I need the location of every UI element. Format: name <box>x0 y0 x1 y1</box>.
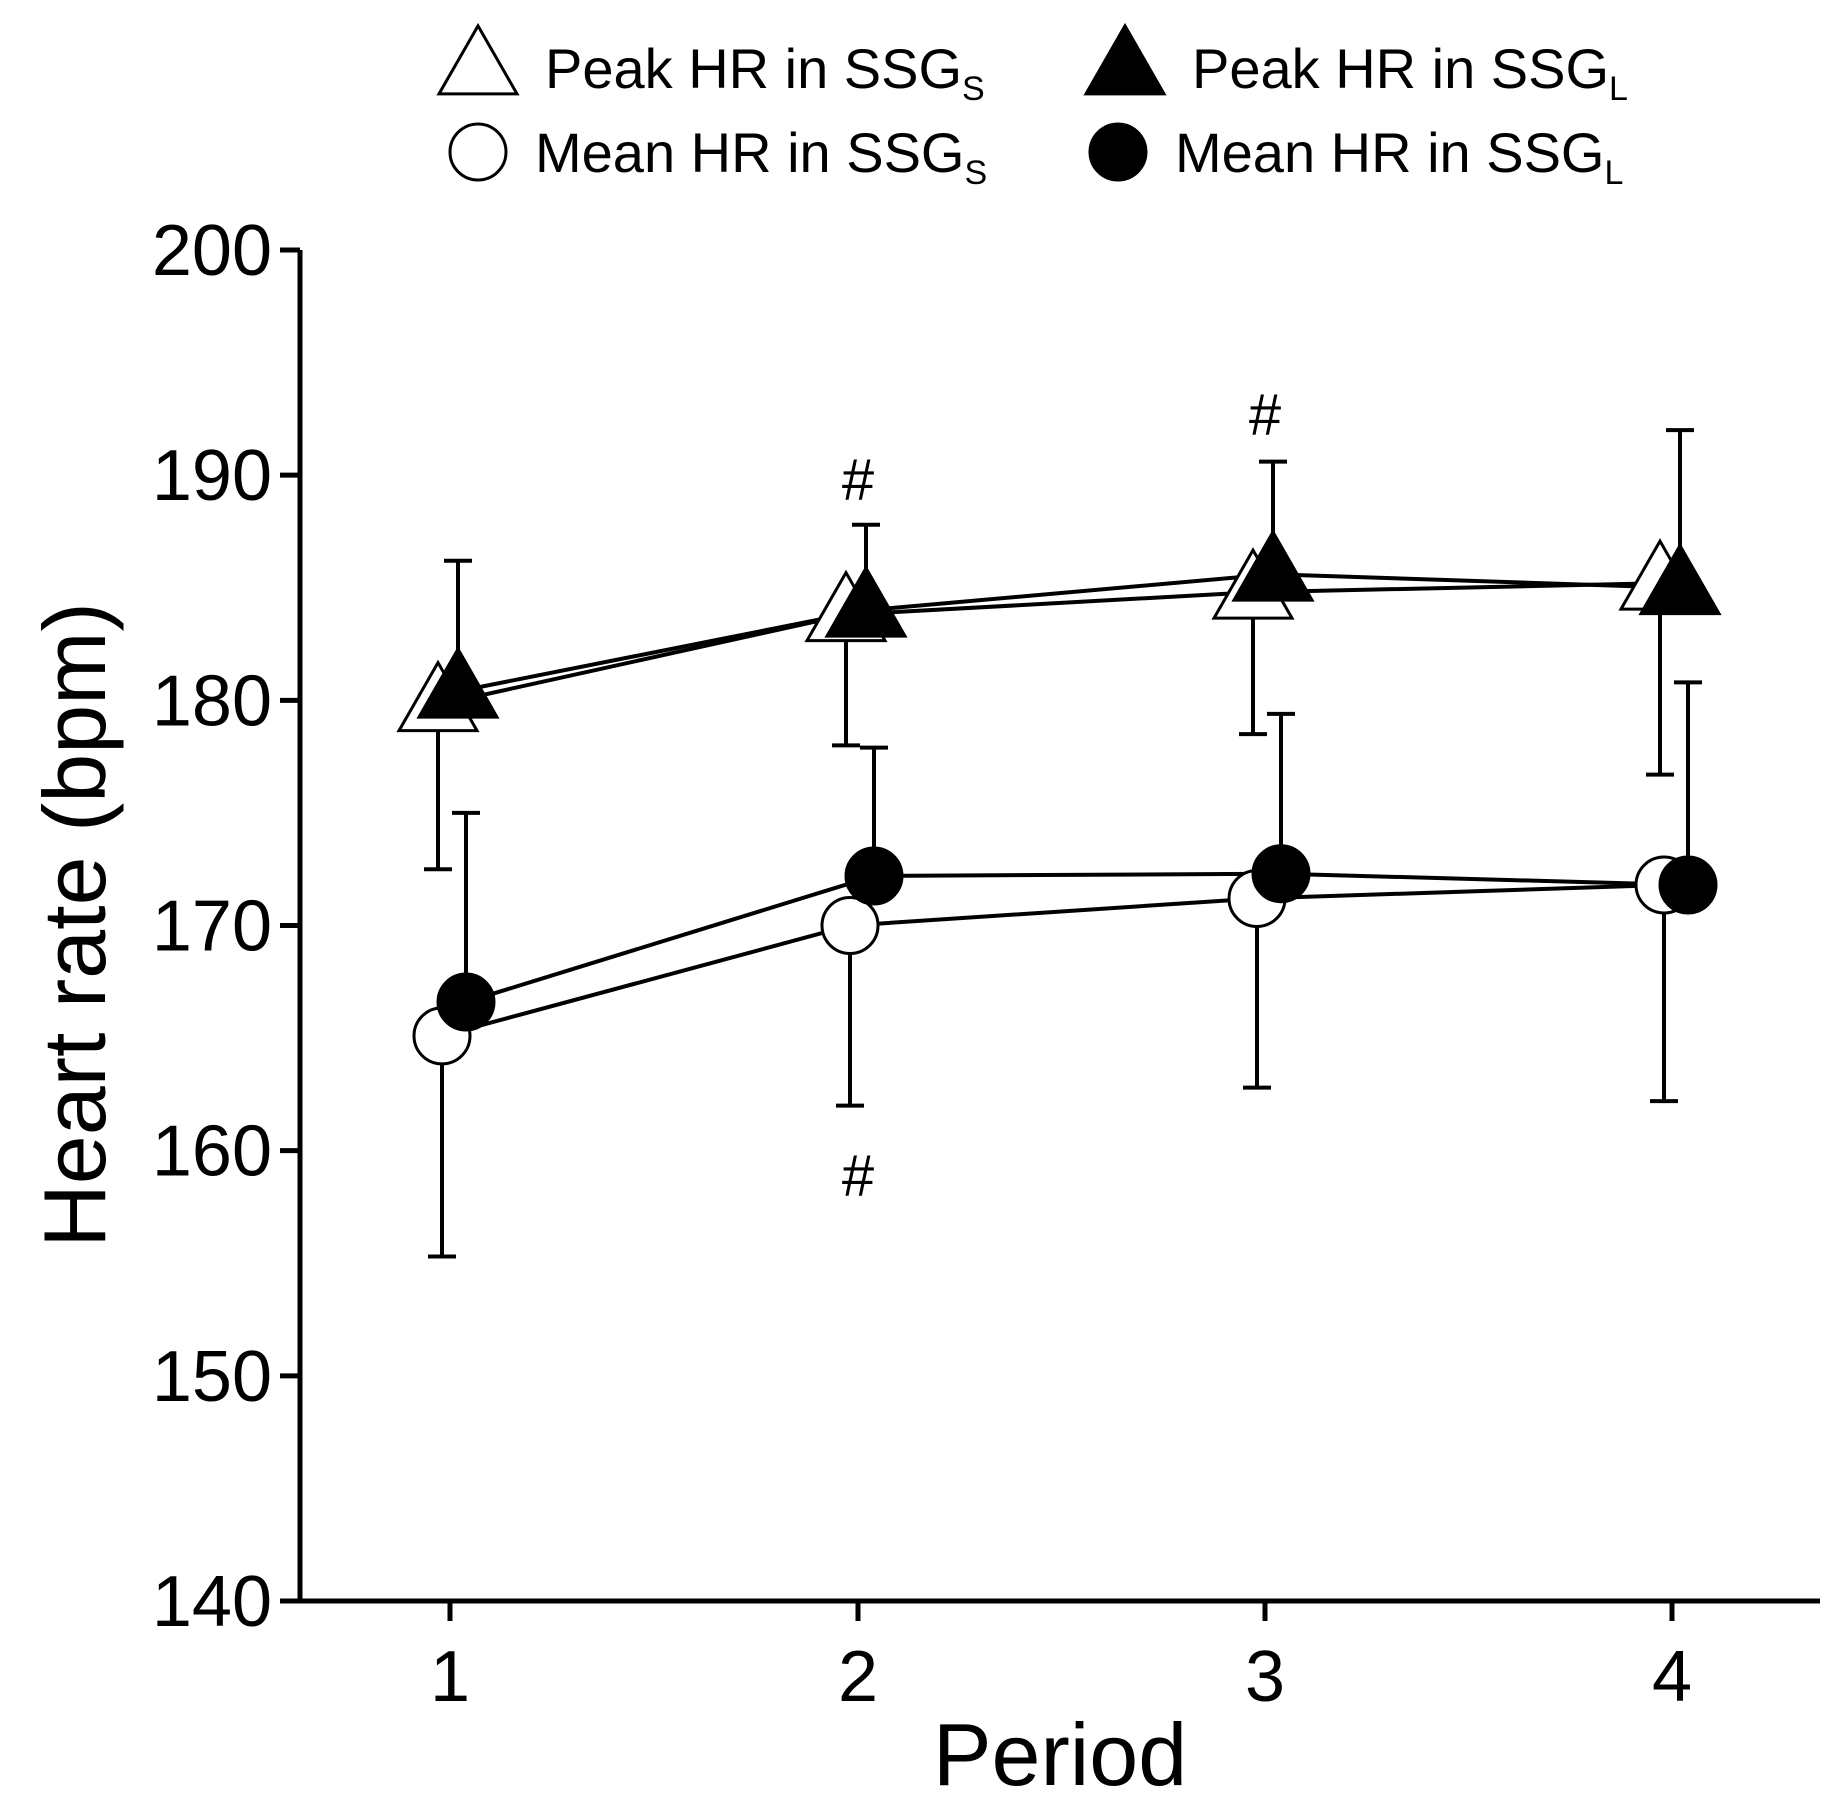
legend-label-subscript: S <box>962 70 985 108</box>
series-lines <box>437 572 1689 1038</box>
error-bars <box>424 428 1702 1259</box>
data-point-triangle-filled <box>824 565 908 638</box>
data-point-circle-filled <box>1251 844 1311 904</box>
significance-annotation: # <box>842 448 874 513</box>
data-point-circle-open <box>820 896 880 955</box>
series-line-0 <box>437 581 1661 707</box>
x-tick-label: 2 <box>838 1637 878 1717</box>
data-markers <box>396 529 1722 1066</box>
y-tick-label: 190 <box>152 436 272 516</box>
significance-annotation: # <box>842 1143 874 1208</box>
legend-label-text: Peak HR in SSG <box>545 37 962 100</box>
legend-label-text: Mean HR in SSG <box>1175 121 1605 184</box>
legend-marker-circle-open <box>448 122 508 182</box>
series-line-3 <box>465 871 1689 1004</box>
legend-label: Peak HR in SSGL <box>1192 37 1628 108</box>
legend-marker-circle-filled <box>1088 122 1148 182</box>
legend-label: Mean HR in SSGS <box>535 121 987 192</box>
legend-marker-triangle-filled <box>1083 22 1167 96</box>
data-point-circle-filled <box>436 972 496 1032</box>
y-tick-label: 150 <box>152 1337 272 1417</box>
legend-label-subscript: S <box>965 154 988 192</box>
x-tick-label: 1 <box>430 1637 470 1717</box>
legend-label-text: Mean HR in SSG <box>535 121 965 184</box>
annotations: # # # <box>842 382 1281 1208</box>
data-point-circle-filled <box>844 846 904 906</box>
legend-label-subscript: L <box>1605 154 1624 192</box>
x-tick-label: 3 <box>1245 1637 1285 1717</box>
x-axis-title: Period <box>933 1705 1187 1804</box>
data-point-circle-filled <box>1658 855 1718 915</box>
y-tick-label: 140 <box>152 1562 272 1642</box>
y-axis-title: Heart rate (bpm) <box>25 602 124 1248</box>
y-tick-label: 180 <box>152 661 272 741</box>
series-line-2 <box>441 882 1665 1038</box>
series-line-1 <box>457 572 1681 694</box>
data-point-triangle-filled <box>1638 542 1722 616</box>
y-tick-label: 170 <box>152 887 272 967</box>
legend-marker-triangle-open <box>436 22 520 96</box>
legend-label-text: Peak HR in SSG <box>1192 37 1609 100</box>
data-point-triangle-filled <box>1231 529 1315 602</box>
legend-label: Mean HR in SSGL <box>1175 121 1623 192</box>
y-tick-label: 160 <box>152 1112 272 1192</box>
axes: 140 150 160 170 180 190 200 1 2 3 4 Period Heart rat… <box>25 211 1820 1804</box>
legend-label-subscript: L <box>1609 70 1628 108</box>
legend-label: Peak HR in SSGS <box>545 37 985 108</box>
y-tick-label: 200 <box>152 211 272 291</box>
data-point-triangle-filled <box>416 646 500 719</box>
x-tick-label: 4 <box>1652 1637 1692 1717</box>
significance-annotation: # <box>1249 382 1281 447</box>
